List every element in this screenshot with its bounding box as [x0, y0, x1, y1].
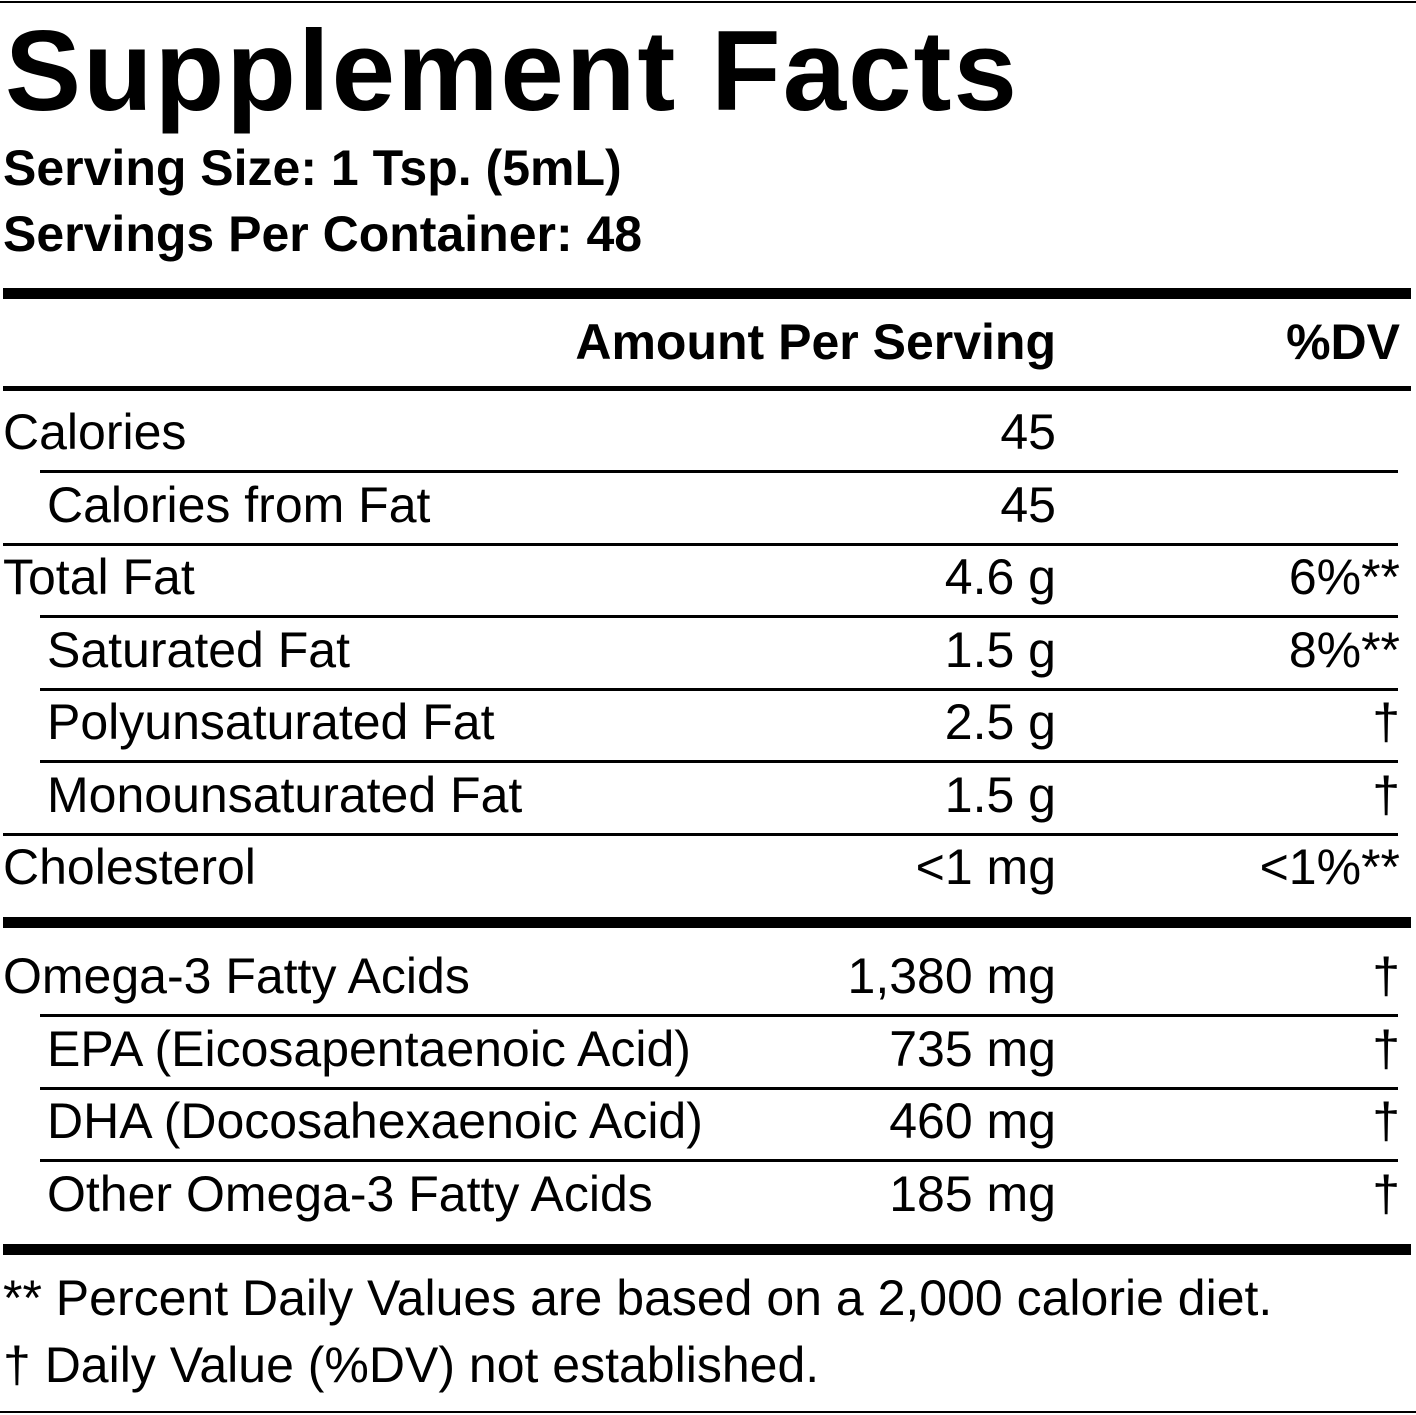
amount: 460 mg — [889, 1093, 1056, 1149]
sub-nutrient-name: Calories from Fat — [47, 476, 431, 533]
sub-nutrient-name: Polyunsaturated Fat — [47, 694, 495, 750]
sub-nutrient-name: EPA (Eicosapentaenoic Acid) — [47, 1020, 691, 1077]
thick-rule — [3, 917, 1411, 928]
bottom-border — [0, 1411, 1416, 1413]
nutrient-name: Total Fat — [3, 549, 195, 605]
serving-size: Serving Size: 1 Tsp. (5mL) — [3, 140, 622, 196]
row-rule — [40, 615, 1398, 618]
row-rule — [40, 470, 1398, 473]
sub-nutrient-name: Monounsaturated Fat — [47, 766, 523, 823]
footnote: † Daily Value (%DV) not established. — [3, 1337, 820, 1393]
amount: 1,380 mg — [847, 948, 1056, 1004]
daily-value: † — [1372, 766, 1400, 823]
amount: 735 mg — [889, 1020, 1056, 1077]
servings-per-container: Servings Per Container: 48 — [3, 206, 643, 262]
daily-value: † — [1372, 1165, 1400, 1222]
sub-nutrient-name: Saturated Fat — [47, 621, 350, 678]
top-border — [0, 1, 1416, 3]
row-rule — [40, 1086, 1398, 1090]
daily-value: † — [1372, 694, 1400, 750]
amount: 1.5 g — [944, 621, 1056, 678]
amount: <1 mg — [915, 839, 1056, 895]
sub-nutrient-name: Other Omega-3 Fatty Acids — [47, 1165, 653, 1222]
sub-nutrient-name: DHA (Docosahexaenoic Acid) — [47, 1093, 703, 1149]
daily-value: † — [1372, 1020, 1400, 1077]
nutrient-name: Omega-3 Fatty Acids — [3, 948, 470, 1004]
daily-value: † — [1372, 948, 1400, 1004]
amount: 185 mg — [889, 1165, 1056, 1222]
daily-value: 6%** — [1288, 549, 1400, 605]
row-rule — [40, 1159, 1398, 1162]
nutrient-name: Cholesterol — [3, 839, 256, 895]
row-rule — [40, 760, 1398, 763]
row-rule — [3, 832, 1398, 836]
amount: 45 — [1000, 404, 1056, 460]
dv-header: %DV — [1286, 314, 1400, 370]
header-rule — [3, 386, 1411, 391]
amount: 4.6 g — [944, 549, 1056, 605]
daily-value: † — [1372, 1093, 1400, 1149]
daily-value: <1%** — [1259, 839, 1400, 895]
row-rule — [3, 542, 1398, 546]
thick-rule — [3, 1243, 1411, 1255]
amount: 1.5 g — [944, 766, 1056, 823]
row-rule — [40, 687, 1398, 691]
thick-rule — [3, 288, 1411, 299]
amount: 45 — [1000, 476, 1056, 533]
title: Supplement Facts — [5, 8, 1019, 135]
nutrient-name: Calories — [3, 404, 187, 460]
amount-header: Amount Per Serving — [575, 314, 1056, 370]
footnote: ** Percent Daily Values are based on a 2… — [3, 1270, 1273, 1326]
daily-value: 8%** — [1288, 621, 1400, 678]
row-rule — [40, 1014, 1398, 1017]
amount: 2.5 g — [944, 694, 1056, 750]
